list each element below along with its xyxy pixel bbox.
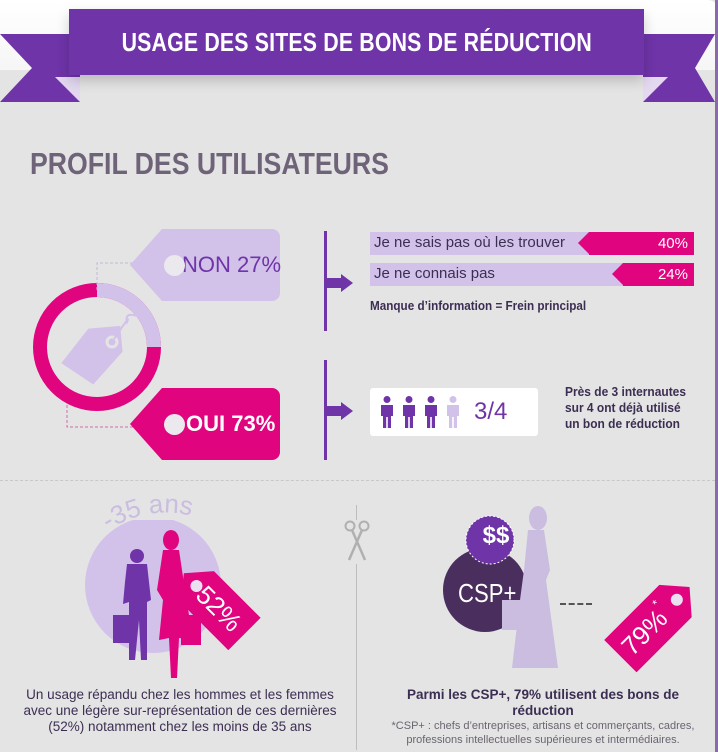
arrow-right-icon xyxy=(327,274,353,292)
reason-value: 40% xyxy=(578,232,694,255)
reason-label: Je ne connais pas xyxy=(374,265,495,282)
users-ratio-box: 3/4 xyxy=(370,388,538,436)
csp-illustration xyxy=(443,506,558,668)
person-icon xyxy=(381,396,393,428)
arrow-right-icon xyxy=(327,402,353,420)
money-badge-icon xyxy=(465,515,515,565)
divider-line xyxy=(324,231,327,331)
reason-bar: Je ne connais pas 24% xyxy=(370,263,694,286)
non-connector xyxy=(96,262,140,290)
reason-value: 24% xyxy=(612,263,694,286)
users-note: Près de 3 internautes sur 4 ont déjà uti… xyxy=(565,384,686,431)
reason-bar: Je ne sais pas où les trouver 40% xyxy=(370,232,694,255)
person-icon xyxy=(403,396,415,428)
person-icon-faded xyxy=(447,396,459,428)
users-ratio: 3/4 xyxy=(474,398,508,425)
csp-caption-block: Parmi les CSP+, 79% utilisent des bons d… xyxy=(378,687,708,747)
oui-connector xyxy=(66,405,140,428)
ribbon-right-tail xyxy=(643,34,715,102)
age-caption: Un usage répandu chez les hommes et les … xyxy=(23,687,337,734)
section-title: PROFIL DES UTILISATEURS xyxy=(30,146,389,181)
divider-line xyxy=(324,360,327,460)
woman-silhouette-icon xyxy=(157,530,201,678)
banner-title: USAGE DES SITES DE BONS DE RÉDUCTION xyxy=(121,26,592,57)
shoppers-illustration xyxy=(85,520,221,678)
oui-tag: OUI 73% xyxy=(130,388,280,460)
oui-label: OUI 73% xyxy=(186,411,276,436)
csp-tag-value: 79% xyxy=(614,602,673,661)
csp-caption: Parmi les CSP+, 79% utilisent des bons d… xyxy=(407,687,679,718)
non-label: NON 27% xyxy=(182,252,282,277)
ribbon-left-tail xyxy=(0,34,80,102)
reasons-note: Manque d’information = Frein principal xyxy=(370,298,587,313)
title-banner: USAGE DES SITES DE BONS DE RÉDUCTION xyxy=(69,9,644,75)
person-icon xyxy=(425,396,437,428)
tag-hole xyxy=(164,255,185,276)
non-tag: NON 27% xyxy=(130,229,282,301)
woman-silhouette-icon xyxy=(502,506,558,668)
man-silhouette-icon xyxy=(113,549,151,660)
column-divider xyxy=(356,505,357,750)
scissors-icon xyxy=(343,520,371,564)
money-badge-text: $$ xyxy=(482,522,510,549)
csp-footnote: *CSP+ : chefs d’entreprises, artisans et… xyxy=(391,720,695,746)
csp-connector xyxy=(560,603,592,605)
section-divider xyxy=(0,480,715,481)
price-tag-icon xyxy=(61,313,143,385)
reason-label: Je ne sais pas où les trouver xyxy=(374,234,565,251)
tag-hole xyxy=(164,414,185,435)
csp-tag: 79% * xyxy=(604,571,706,673)
right-border xyxy=(715,0,718,752)
csp-label: CSP+ xyxy=(458,578,517,608)
